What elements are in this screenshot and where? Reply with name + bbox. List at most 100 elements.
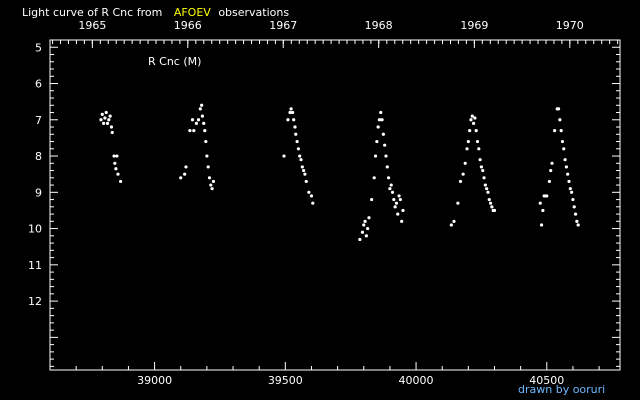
data-point <box>307 190 311 194</box>
data-point <box>553 129 557 133</box>
data-point <box>379 110 383 115</box>
data-point <box>184 165 188 169</box>
data-points <box>99 103 580 242</box>
data-point <box>449 223 453 227</box>
data-point <box>375 139 379 144</box>
data-point <box>202 121 206 126</box>
data-point <box>477 147 481 151</box>
x-tick-label: 40500 <box>529 374 564 387</box>
data-point <box>572 205 576 209</box>
year-tick-label: 1967 <box>269 19 297 32</box>
data-point <box>389 183 393 187</box>
data-point <box>478 158 482 162</box>
data-point <box>196 118 201 122</box>
data-point <box>113 161 117 165</box>
data-point <box>376 125 380 129</box>
data-point <box>463 161 467 165</box>
data-point <box>492 208 497 213</box>
data-point <box>108 114 112 118</box>
data-point <box>390 190 395 194</box>
data-point <box>487 197 491 202</box>
x-tick-label: 40000 <box>399 374 434 387</box>
data-point <box>288 110 292 115</box>
data-point <box>370 197 374 202</box>
data-point <box>102 121 106 126</box>
data-point <box>104 110 108 115</box>
data-point <box>179 176 183 180</box>
data-point <box>562 147 566 151</box>
star-label: R Cnc (M) <box>148 55 201 68</box>
data-point <box>300 165 304 169</box>
data-point <box>471 121 476 126</box>
data-point <box>482 176 486 180</box>
data-point <box>296 147 300 151</box>
data-point <box>556 107 561 111</box>
data-point <box>576 223 580 227</box>
y-tick-label: 8 <box>35 150 42 163</box>
year-tick-label: 1970 <box>556 19 584 32</box>
y-tick-label: 12 <box>28 295 42 308</box>
data-point <box>573 212 578 216</box>
data-point <box>397 194 401 198</box>
data-point <box>99 118 103 122</box>
y-tick-label: 11 <box>28 259 42 272</box>
axis-tick-labels: 39000 39500 40000 40500 1965 1966 1967 1968 1969… <box>28 19 584 387</box>
data-point <box>112 154 116 158</box>
data-point <box>388 187 392 191</box>
data-point <box>303 172 307 176</box>
data-point <box>394 201 399 205</box>
data-point <box>400 219 404 223</box>
data-point <box>200 103 204 107</box>
chart-title: Light curve of R Cnc from AFOEV observat… <box>22 6 289 19</box>
data-point <box>563 158 567 162</box>
data-point <box>481 168 485 173</box>
data-point <box>363 219 367 223</box>
data-point <box>560 139 565 144</box>
x-tick-label: 39000 <box>137 374 172 387</box>
data-point <box>452 219 456 223</box>
data-point <box>293 125 297 129</box>
data-point <box>550 161 554 165</box>
data-point <box>115 154 119 158</box>
data-point <box>110 130 114 135</box>
plot-frame <box>49 39 621 371</box>
data-point <box>105 121 110 126</box>
data-point <box>541 208 545 213</box>
data-point <box>567 179 571 184</box>
y-tick-label: 10 <box>28 223 42 236</box>
year-tick-label: 1968 <box>365 19 393 32</box>
data-point <box>362 223 366 227</box>
data-point <box>401 208 405 213</box>
data-point <box>558 118 562 122</box>
credit-text: drawn by ooruri <box>518 383 605 396</box>
data-point <box>198 107 202 111</box>
title-suffix: observations <box>218 6 289 19</box>
data-point <box>103 116 107 120</box>
data-point <box>485 187 489 191</box>
data-point <box>474 129 478 133</box>
data-point <box>539 223 544 227</box>
data-point <box>118 179 123 184</box>
data-point <box>398 197 402 202</box>
data-point <box>188 129 192 133</box>
data-point <box>377 118 382 122</box>
data-point <box>309 194 314 198</box>
data-point <box>100 112 104 116</box>
year-tick-label: 1965 <box>78 19 106 32</box>
data-point <box>114 167 118 171</box>
y-tick-label: 5 <box>35 41 42 54</box>
data-point <box>483 183 487 187</box>
data-point <box>568 187 572 191</box>
data-point <box>294 132 298 136</box>
data-point <box>291 110 295 115</box>
year-tick-label: 1966 <box>174 19 202 32</box>
data-point <box>465 147 469 151</box>
data-point <box>490 205 494 209</box>
data-point <box>538 201 542 205</box>
data-point <box>206 165 210 169</box>
y-tick-label: 6 <box>35 78 42 91</box>
axis-ticks <box>49 39 620 370</box>
data-point <box>396 212 400 216</box>
y-tick-label: 9 <box>35 186 42 199</box>
